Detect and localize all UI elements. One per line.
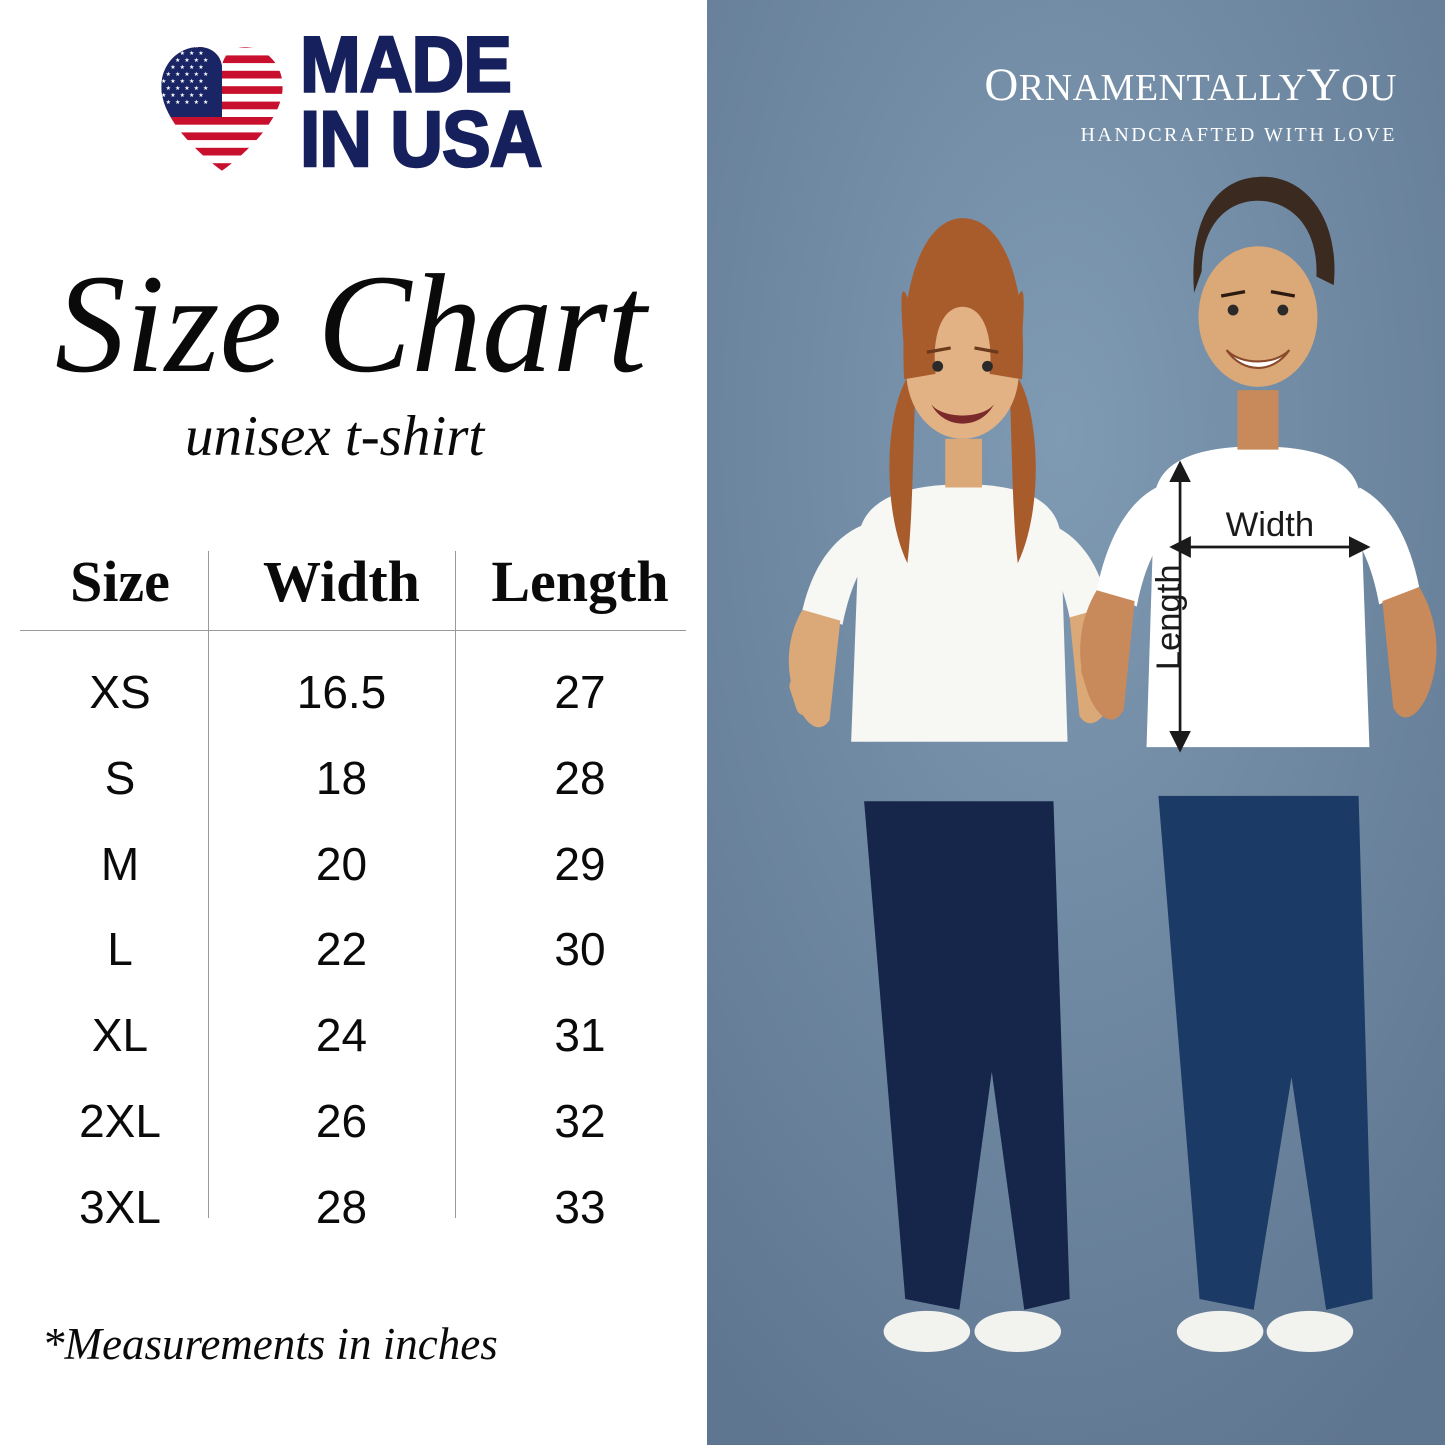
svg-text:Width: Width — [1226, 506, 1314, 544]
svg-text:Length: Length — [1150, 564, 1188, 670]
